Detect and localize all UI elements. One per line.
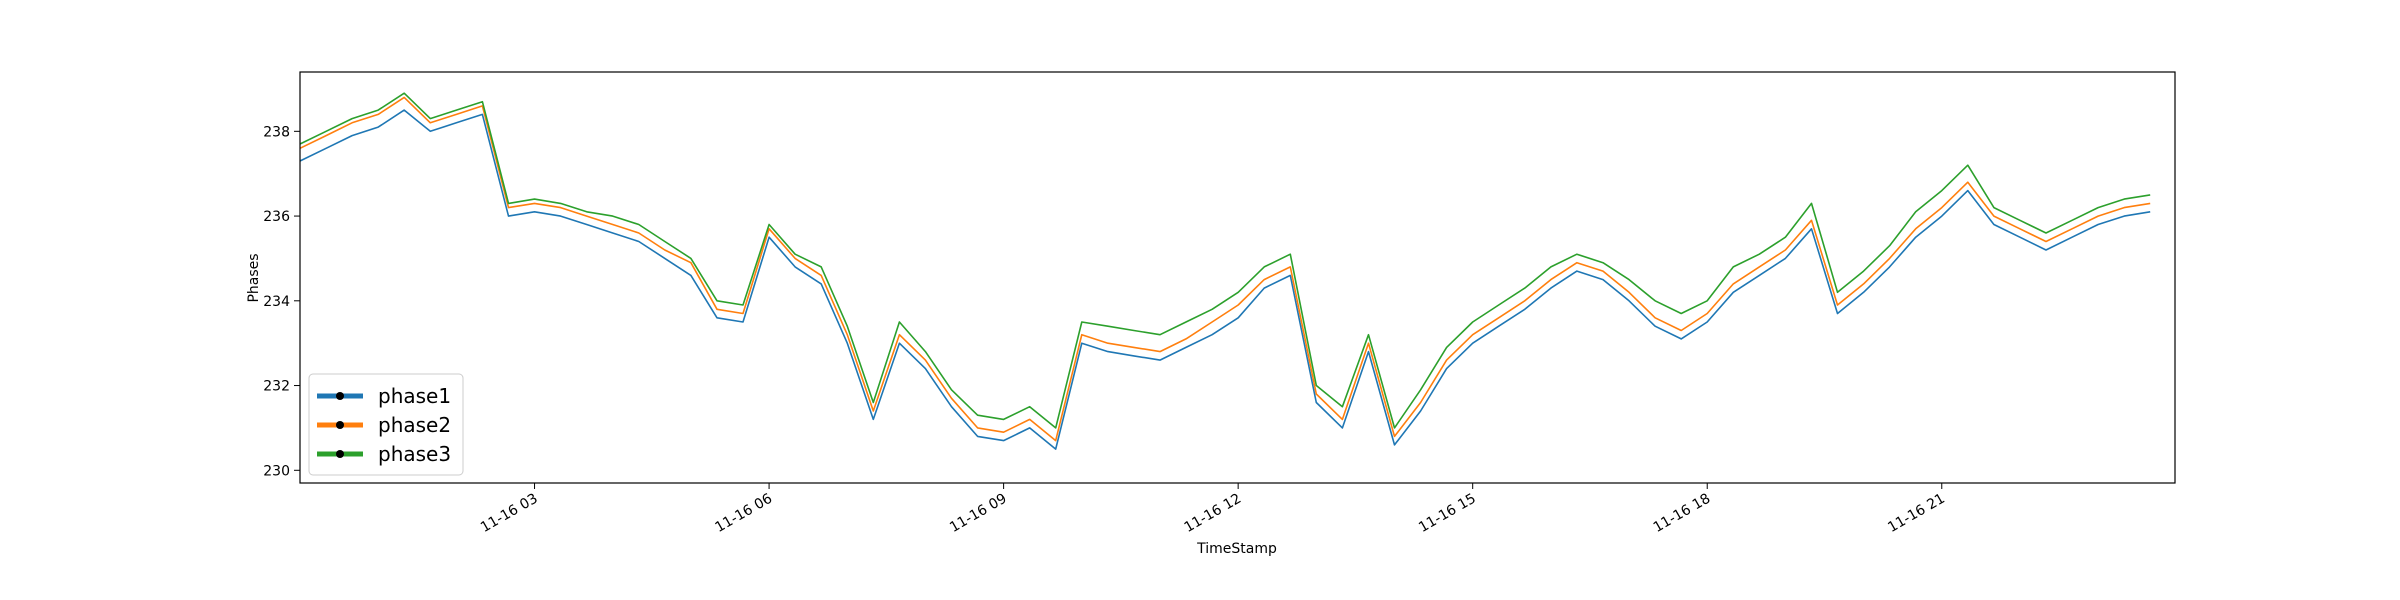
legend-label-phase3: phase3: [378, 442, 451, 466]
x-axis: 11-16 03 11-16 06 11-16 09 11-16 12 11-16 15…: [478, 483, 1948, 536]
x-tick-label: 11-16 12: [1182, 491, 1245, 536]
y-axis: 230 232 234 236 238: [263, 124, 300, 479]
x-axis-label: TimeStamp: [1196, 541, 1277, 557]
legend-marker-phase2: [336, 421, 344, 429]
y-tick-label: 232: [263, 379, 290, 395]
series-layer: [299, 92, 2151, 450]
x-tick-label: 11-16 21: [1885, 491, 1948, 536]
x-tick-label: 11-16 06: [713, 491, 776, 536]
legend-marker-phase1: [336, 392, 344, 400]
plot-frame: [299, 71, 2176, 484]
series-line-phase2: [299, 96, 2151, 442]
legend-label-phase2: phase2: [378, 413, 451, 437]
legend-box: [308, 373, 464, 476]
y-axis-label: Phases: [246, 253, 262, 302]
x-tick-label: 11-16 15: [1416, 491, 1479, 536]
x-tick-label: 11-16 18: [1651, 491, 1714, 536]
legend: phase1 phase2 phase3: [308, 373, 464, 476]
y-tick-label: 238: [263, 124, 290, 140]
plot-background: [300, 72, 2175, 483]
x-tick-label: 11-16 09: [947, 491, 1010, 536]
legend-marker-phase3: [336, 450, 344, 458]
y-tick-label: 230: [263, 463, 290, 479]
legend-label-phase1: phase1: [378, 384, 451, 408]
series-line-phase1: [299, 109, 2151, 450]
y-tick-label: 234: [263, 294, 290, 310]
y-tick-label: 236: [263, 209, 290, 225]
series-line-phase3: [299, 92, 2151, 429]
x-tick-label: 11-16 03: [478, 491, 541, 536]
